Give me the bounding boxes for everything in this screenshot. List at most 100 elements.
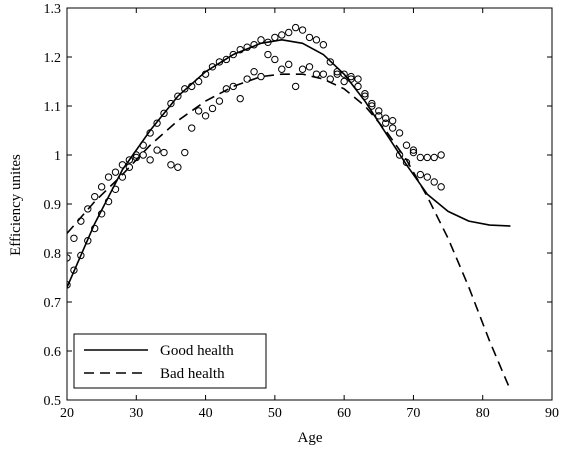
data-point-markers-2: [257, 36, 265, 44]
data-point-markers-2: [181, 85, 189, 93]
data-point-markers-2: [229, 50, 237, 59]
data-point-markers-3: [347, 72, 355, 81]
data-point-markers-3: [201, 112, 210, 120]
y-tick-label: 1.2: [44, 51, 62, 66]
y-tick-label: 1: [54, 149, 61, 164]
data-point-markers-2: [375, 107, 383, 115]
data-point-markers-3: [229, 82, 237, 91]
y-tick-label: 0.9: [44, 198, 62, 213]
data-point-markers-2: [111, 185, 120, 194]
data-point-markers-3: [298, 65, 307, 73]
legend-label-good-health: Good health: [160, 343, 234, 359]
data-point-markers-3: [271, 55, 279, 64]
data-point-markers-3: [236, 94, 244, 103]
data-point-markers-3: [388, 117, 397, 125]
data-point-markers-2: [326, 58, 334, 66]
data-point-markers-2: [402, 141, 411, 149]
data-point-markers-3: [395, 151, 404, 159]
y-tick-label: 0.8: [44, 247, 62, 262]
data-point-markers-2: [430, 153, 438, 162]
data-point-markers-2: [333, 68, 341, 76]
series-line-good-health: [67, 39, 511, 288]
data-point-markers-3: [430, 178, 438, 186]
data-point-markers-3: [67, 254, 71, 262]
data-point-markers-2: [319, 41, 328, 49]
data-point-markers-3: [215, 97, 224, 105]
data-point-markers-3: [416, 170, 425, 179]
x-tick-label: 90: [545, 406, 559, 421]
y-axis-label: Efficiency unites: [8, 154, 24, 256]
data-point-markers-3: [382, 119, 390, 127]
data-point-markers-3: [361, 90, 369, 98]
data-point-markers-2: [388, 124, 397, 132]
data-point-markers-2: [423, 153, 431, 162]
data-point-markers-3: [104, 173, 113, 181]
data-point-markers-2: [160, 109, 168, 118]
data-point-markers-3: [264, 50, 272, 59]
data-point-markers-3: [257, 72, 265, 81]
data-point-markers-2: [167, 99, 175, 108]
data-point-markers-3: [354, 75, 362, 83]
data-point-markers-3: [174, 163, 182, 171]
data-point-markers-3: [340, 77, 348, 86]
data-point-markers-3: [125, 156, 134, 164]
data-point-markers-2: [285, 28, 293, 37]
x-axis-label: Age: [298, 430, 323, 446]
data-point-markers-2: [139, 141, 147, 149]
data-point-markers-3: [77, 217, 85, 225]
data-point-markers-2: [395, 129, 404, 137]
x-tick-label: 50: [268, 406, 282, 421]
data-point-markers-2: [250, 41, 258, 49]
data-point-markers-2: [361, 92, 369, 100]
data-point-markers-2: [188, 82, 196, 91]
data-point-markers-3: [91, 192, 99, 201]
data-point-markers-3: [402, 158, 411, 167]
data-point-markers-2: [208, 63, 217, 71]
x-tick-label: 20: [60, 406, 74, 421]
data-point-markers-2: [174, 92, 182, 100]
data-point-markers-2: [153, 119, 161, 127]
data-point-markers-2: [104, 197, 113, 206]
x-tick-label: 60: [337, 406, 351, 421]
data-point-markers-2: [305, 33, 314, 42]
data-point-markers-3: [278, 65, 286, 73]
data-point-markers-2: [347, 75, 355, 83]
data-point-markers-3: [243, 75, 251, 83]
data-point-markers-2: [125, 163, 134, 171]
data-point-markers-2: [382, 114, 390, 122]
x-tick-label: 30: [129, 406, 143, 421]
data-point-markers-3: [118, 161, 127, 169]
data-point-markers-2: [354, 82, 362, 91]
data-point-markers-3: [181, 148, 189, 157]
data-point-markers-2: [409, 146, 418, 154]
data-point-markers-2: [243, 43, 251, 51]
data-point-markers-3: [250, 68, 258, 76]
data-point-markers-3: [139, 151, 147, 159]
data-point-markers-2: [264, 38, 272, 46]
data-point-markers-3: [132, 153, 140, 162]
data-point-markers-2: [298, 26, 307, 34]
data-point-markers-2: [416, 153, 425, 162]
data-point-markers-2: [70, 266, 78, 274]
data-point-markers-2: [97, 210, 106, 218]
data-point-markers-3: [97, 183, 106, 191]
axes-layer: 20 30 40 50 60 70 80 90 0.5 0.6 0.7 0.8 0.9 1 1.1 1.2 1.…: [44, 2, 560, 421]
data-point-markers-2: [91, 224, 99, 233]
y-tick-label: 0.5: [44, 394, 62, 409]
data-point-markers-2: [194, 77, 203, 86]
y-tick-label: 1.1: [44, 100, 62, 115]
data-point-markers-2: [118, 173, 127, 181]
legend: Good health Bad health: [73, 333, 267, 389]
x-tick-label: 70: [406, 406, 420, 421]
data-point-markers-3: [368, 99, 376, 108]
data-point-markers-2: [77, 251, 85, 260]
data-point-markers-3: [111, 168, 120, 176]
data-point-markers-2: [236, 45, 244, 54]
data-point-markers-3: [333, 70, 341, 78]
data-point-markers-2: [278, 31, 286, 39]
data-point-markers-2: [84, 237, 92, 245]
data-point-markers-3: [319, 70, 328, 78]
data-point-markers-3: [285, 60, 293, 69]
data-point-markers-3: [160, 148, 168, 157]
x-tick-label: 80: [476, 406, 490, 421]
